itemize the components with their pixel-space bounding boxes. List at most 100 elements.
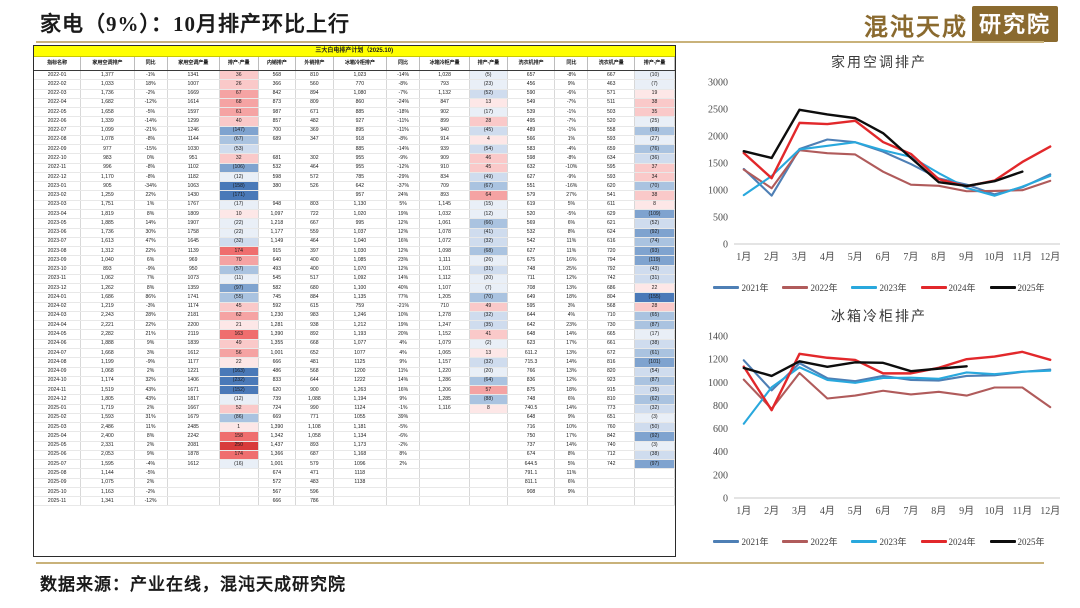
table-cell: 13 [469,98,508,109]
row-label: 2024-09 [34,367,82,377]
table-cell: 23% [554,320,589,331]
table-cell: 909 [419,153,471,164]
table-cell [219,478,259,488]
x-axis-tick-label: 6月 [876,505,891,517]
y-axis-tick-label: 1200 [708,355,728,366]
table-row: 2024-10 1,174 32% 1406 (232) 833 644 1222 14% 1,2… [34,376,675,387]
table-cell: 551 [507,181,556,192]
table-cell: 46 [469,153,508,164]
table-cell: 2% [134,478,168,488]
table-cell: 8 [469,404,508,414]
table-cell: -10% [554,163,589,173]
table-row: 2023-09 1,040 6% 969 70 640 400 1,085 23% 1,111 (2… [34,255,675,266]
table-cell: 1,199 [80,357,135,368]
table-cell: 657 [507,70,556,81]
series-line [742,119,1052,188]
table-cell: 39% [386,413,421,424]
table-row: 2023-11 1,062 7% 1073 (11) 545 517 1,092 14% 1,11… [34,274,675,285]
table-cell: 1,085 [333,255,388,266]
table-cell: 715.3 [507,357,556,368]
table-cell: 4% [386,348,421,359]
table-cell: 1,686 [80,292,135,303]
y-axis-tick-label: 800 [713,401,728,412]
table-cell: (50) [634,422,675,433]
table-cell: 1139 [167,246,220,257]
table-row: 2023-01 905 -34% 1063 (158) 380 526 642 -37% 709(… [34,181,675,192]
column-header: 排产-产量 [219,56,259,71]
table-row: 2025-11 1,341 -12% 666 786 [34,496,675,507]
table-cell: 785 [333,172,388,183]
table-cell: (15) [469,200,508,210]
table-cell: 56 [219,348,259,359]
table-cell: 615 [295,302,334,312]
table-cell: (17) [634,329,675,340]
row-label: 2024-11 [34,385,82,396]
table-cell: 9% [386,394,421,405]
table-cell: -4% [554,144,589,155]
table-cell: -16% [554,181,589,192]
table-cell [295,190,334,201]
table-cell: (109) [634,209,675,220]
table-cell [469,487,508,498]
table-cell: (97) [634,459,675,470]
table-cell [386,496,421,507]
table-cell: 1,366 [258,450,297,461]
table-cell: 77% [386,292,421,303]
table-cell: 811.1 [507,478,556,488]
table-cell: (55) [219,292,259,303]
table-cell: 820 [587,367,635,377]
table-row: 2025-07 1,595 -4% 1612 (16) 1,001 579 1096 2% 644… [34,459,675,470]
table-cell [295,144,334,155]
table-cell: 366 [258,79,297,90]
table-cell: (67) [219,135,259,146]
table-cell: 1359 [167,283,220,294]
table-cell: 9% [554,413,589,424]
table-row: 2022-05 1,658 -5% 1597 61 987 671 885 -18% 902 (17… [34,107,675,118]
table-cell: 892 [295,329,334,340]
table-cell: 598 [258,172,297,183]
table-cell: -6% [554,89,589,99]
table-cell: 10% [554,422,589,433]
table-cell: 1,719 [80,404,135,414]
legend-item: 2022年 [782,535,837,548]
table-cell: 709 [419,181,471,192]
table-cell: 47% [134,237,168,248]
x-axis-tick-label: 11月 [1013,505,1033,517]
table-cell: 18% [554,292,589,303]
table-cell: 38 [634,190,675,201]
table-cell: 1,286 [419,376,471,387]
table-cell: 1246 [167,126,220,136]
table-cell: 1809 [167,209,220,220]
table-cell: 1124 [333,404,388,414]
table-cell: 1177 [167,357,220,368]
table-cell: 595 [587,163,635,173]
table-cell: 2200 [167,320,220,331]
table-cell: 568 [258,70,297,81]
table-cell: (32) [634,404,675,414]
table-cell: (106) [219,163,259,173]
legend-swatch-icon [713,540,740,543]
table-row: 2025-04 2,400 8% 2242 158 1,342 1,058 1,134 -6% 7… [34,431,675,442]
table-cell: 2,053 [80,450,135,461]
table-cell: 857 [258,116,297,127]
table-cell: 1,377 [80,70,135,81]
table-cell: 803 [295,200,334,210]
row-label: 2025-06 [34,450,82,461]
table-cell: -9% [386,153,421,164]
table-cell: -11% [386,126,421,136]
table-row: 2025-09 1,075 2% 572 483 1138 811.1 6% [34,478,675,488]
row-label: 2023-01 [34,181,82,192]
table-cell: 6% [554,478,589,488]
table-row: 2024-01 1,686 86% 1741 (55) 745 884 1,135 77% 1,2… [34,292,675,303]
table-cell: (23) [469,79,508,90]
table-cell: 593 [587,135,635,146]
y-axis-tick-label: 1000 [708,186,728,197]
table-cell: -12% [386,163,421,173]
table-cell: -3% [134,302,168,312]
table-cell: 1,595 [80,459,135,470]
footer-divider [36,562,1044,564]
table-cell: 463 [587,79,635,90]
table-cell: 35 [634,107,675,118]
table-cell: 6% [134,255,168,266]
legend-item: 2025年 [989,535,1045,548]
